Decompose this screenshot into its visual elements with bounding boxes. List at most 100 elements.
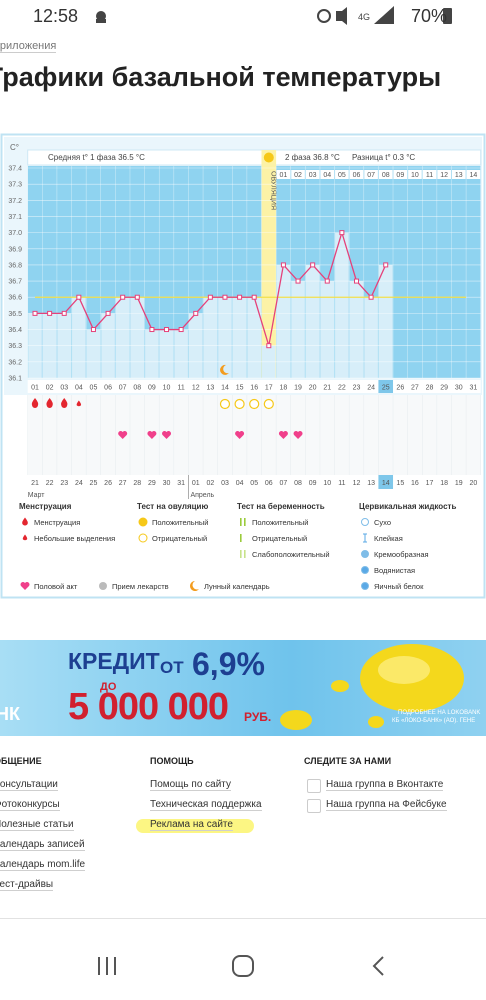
post-ovulation-cell — [305, 170, 320, 179]
footer-link[interactable]: Реклама на сайте — [150, 819, 233, 831]
legend-icon — [240, 550, 242, 558]
ad-bank: НК — [0, 704, 20, 724]
date-label: 07 — [280, 480, 288, 487]
post-ovulation-day: 05 — [338, 172, 346, 179]
legend-icon — [363, 533, 367, 543]
back-button[interactable] — [372, 956, 384, 976]
date-label: 18 — [440, 480, 448, 487]
legend-title: Тест на беременность — [237, 502, 325, 511]
post-ovulation-cell — [320, 170, 335, 179]
temperature-point — [178, 327, 184, 333]
ad-credit: КРЕДИТ — [68, 648, 160, 674]
ovulation-test-marker — [249, 398, 260, 410]
x-tick-label: 14 — [221, 385, 229, 392]
date-label: 17 — [426, 480, 434, 487]
post-ovulation-day: 04 — [323, 172, 331, 179]
legend-icon — [138, 517, 148, 527]
post-ovulation-cell — [276, 170, 291, 179]
footer-link[interactable]: Полезные статьи — [0, 819, 74, 831]
temperature-point — [90, 327, 96, 333]
temperature-bar — [72, 297, 86, 378]
date-label: 08 — [294, 480, 302, 487]
date-label: 27 — [119, 480, 127, 487]
date-label: 11 — [338, 480, 345, 487]
temperature-point — [32, 310, 38, 316]
legend-icon — [99, 582, 107, 590]
legend-item: Клейкая — [374, 534, 403, 543]
highlight — [136, 819, 254, 833]
footer-link[interactable]: Техническая поддержка — [150, 799, 262, 811]
footer-link[interactable]: Тест-драйвы — [0, 879, 54, 891]
y-tick-label: 36.6 — [8, 295, 22, 302]
temperature-point — [222, 294, 228, 300]
nav-bar — [98, 955, 384, 977]
ad-banner[interactable]: КРЕДИТ ОТ 6,9% ДО 5 000 000 РУБ. НК ПОДР… — [0, 640, 486, 736]
footer-link[interactable]: Консультации — [0, 779, 58, 791]
x-tick-label: 19 — [294, 385, 302, 392]
x-tick-label: 28 — [426, 385, 434, 392]
y-tick-label: 36.8 — [8, 262, 22, 269]
footer-link[interactable]: Календарь mom.life — [0, 859, 86, 871]
y-tick-label: 36.2 — [8, 359, 22, 366]
breadcrumb[interactable]: Приложения — [0, 40, 57, 53]
temperature-point — [76, 294, 82, 300]
footer-heading: ОБЩЕНИЕ — [0, 756, 42, 766]
x-tick-label: 27 — [411, 385, 419, 392]
legend-icon — [22, 534, 28, 541]
x-tick-label: 23 — [353, 385, 361, 392]
x-tick-label: 11 — [177, 385, 184, 392]
ad-art — [280, 644, 464, 730]
phase1-label: Средняя t° 1 фаза 36.5 °C — [48, 153, 145, 162]
legend-item: Яичный белок — [374, 582, 424, 591]
temperature-point — [383, 262, 389, 268]
y-tick-label: 37.0 — [8, 230, 22, 237]
temperature-point — [164, 327, 170, 333]
ad-more: ПОДРОБНЕЕ НА LOKOBANK — [398, 710, 481, 716]
date-label: 03 — [221, 480, 229, 487]
ad-from: ОТ — [160, 658, 184, 677]
footer-heading: СЛЕДИТЕ ЗА НАМИ — [304, 756, 392, 766]
temperature-bar — [115, 297, 130, 378]
post-ovulation-cell — [422, 170, 437, 179]
footer-link[interactable]: Фотоконкурсы — [0, 799, 60, 811]
legend-title: Тест на овуляцию — [137, 502, 208, 511]
legend-icon — [361, 518, 369, 526]
footer-link[interactable]: Помощь по сайту — [150, 779, 231, 791]
y-tick-label: 36.5 — [8, 311, 22, 318]
post-ovulation-cell — [466, 170, 481, 179]
x-tick-label: 13 — [206, 385, 214, 392]
recents-button[interactable] — [98, 957, 116, 975]
temperature-bar — [203, 297, 218, 378]
intercourse-marker — [278, 431, 288, 439]
date-label: 26 — [104, 480, 112, 487]
temperature-point — [339, 230, 345, 236]
temperature-bar — [130, 297, 145, 378]
month-label: Март — [28, 492, 46, 499]
post-ovulation-cell — [408, 170, 422, 179]
date-label: 30 — [163, 480, 171, 487]
temperature-point — [149, 327, 155, 333]
intercourse-marker — [162, 431, 172, 439]
menstruation-marker — [61, 398, 68, 408]
footer-link[interactable]: Наша группа на Фейсбуке — [326, 799, 447, 811]
temperature-point — [353, 278, 359, 284]
legend-item: Слабоположительный — [252, 550, 330, 559]
date-label: 09 — [309, 480, 317, 487]
legend-icon — [244, 518, 246, 526]
y-tick-label: 36.4 — [8, 327, 22, 334]
legend-icon — [361, 550, 369, 558]
post-ovulation-cell — [349, 170, 364, 179]
x-tick-label: 25 — [382, 385, 390, 392]
date-label: 19 — [455, 480, 463, 487]
date-label: 12 — [353, 480, 361, 487]
x-tick-label: 02 — [46, 385, 54, 392]
social-icon[interactable] — [307, 799, 321, 813]
footer-link[interactable]: Наша группа в Вконтакте — [326, 779, 444, 791]
date-label: 02 — [206, 480, 214, 487]
home-button[interactable] — [232, 955, 254, 977]
x-tick-label: 20 — [309, 385, 317, 392]
legend-icon — [240, 518, 242, 526]
footer-link[interactable]: Календарь записей — [0, 839, 85, 851]
social-icon[interactable] — [307, 779, 321, 793]
light-bleeding-marker — [76, 400, 82, 407]
